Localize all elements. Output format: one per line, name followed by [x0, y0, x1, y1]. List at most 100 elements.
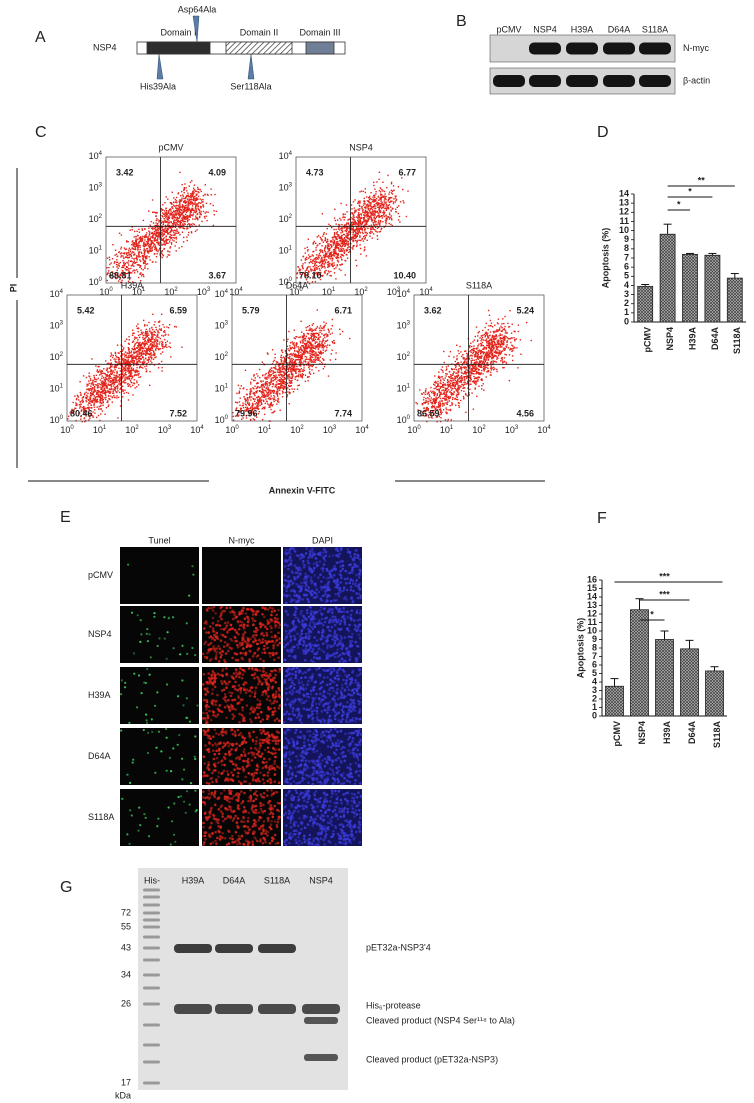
- dot: [83, 417, 86, 419]
- dot: [240, 385, 242, 387]
- dot: [328, 271, 330, 273]
- dot: [89, 400, 91, 402]
- dot: [348, 231, 350, 234]
- dot: [139, 333, 141, 336]
- dot: [101, 390, 104, 392]
- dot: [350, 204, 353, 206]
- dot: [360, 239, 362, 242]
- dot: [120, 234, 123, 236]
- dot: [127, 370, 129, 372]
- dot: [134, 247, 137, 249]
- dot: [132, 270, 134, 272]
- dot: [182, 207, 184, 209]
- dot: [345, 240, 347, 242]
- dot: [346, 237, 349, 240]
- dot: [133, 338, 136, 340]
- dot: [192, 208, 194, 211]
- dot: [117, 352, 119, 354]
- dot: [142, 257, 144, 259]
- tick-base: 10: [89, 246, 99, 256]
- dot: [107, 394, 110, 397]
- dot: [340, 253, 342, 256]
- dot: [253, 374, 255, 376]
- dot: [324, 350, 326, 352]
- dot: [154, 357, 156, 359]
- dot: [82, 396, 84, 399]
- dot: [143, 353, 145, 355]
- dot: [80, 418, 82, 420]
- dot: [364, 232, 366, 234]
- dot: [314, 269, 316, 272]
- dot: [331, 325, 333, 327]
- dot: [104, 413, 106, 415]
- dot: [334, 219, 336, 222]
- dot: [129, 229, 131, 231]
- dot: [395, 198, 398, 201]
- dot: [167, 228, 169, 231]
- dot: [136, 230, 138, 232]
- dot: [197, 218, 199, 220]
- dot: [380, 194, 382, 196]
- dot: [366, 223, 368, 226]
- dot: [117, 396, 120, 398]
- dot: [151, 246, 154, 248]
- dot: [305, 337, 307, 339]
- dot: [88, 372, 90, 374]
- dot: [376, 227, 379, 229]
- dot: [129, 251, 132, 253]
- dot: [378, 231, 380, 233]
- dot: [195, 198, 197, 200]
- dot: [89, 397, 92, 399]
- dot: [125, 360, 128, 362]
- dot: [291, 372, 293, 374]
- dot: [307, 266, 309, 268]
- dot: [131, 358, 133, 360]
- dot: [335, 352, 337, 354]
- dot: [123, 276, 125, 278]
- dot: [317, 351, 320, 353]
- dot: [295, 356, 297, 359]
- dot: [116, 372, 118, 375]
- dot: [356, 265, 358, 267]
- dot: [270, 398, 272, 400]
- dot: [392, 185, 395, 187]
- dot: [86, 396, 88, 398]
- dot: [111, 379, 113, 382]
- dot: [261, 392, 263, 394]
- dot: [114, 365, 116, 367]
- dot: [118, 352, 120, 354]
- dot: [334, 358, 337, 361]
- dot: [145, 368, 147, 370]
- dot: [179, 195, 182, 197]
- dot: [141, 229, 144, 231]
- dot: [114, 369, 116, 371]
- dot: [154, 245, 157, 247]
- tick-exponent: 0: [109, 287, 113, 293]
- dot: [205, 215, 208, 217]
- dot: [316, 326, 319, 328]
- dot: [167, 250, 169, 252]
- dot: [263, 395, 266, 398]
- dot: [310, 261, 312, 263]
- dot: [166, 220, 168, 222]
- dot: [260, 399, 262, 401]
- dot: [133, 364, 135, 367]
- dot: [106, 391, 108, 393]
- dot: [116, 259, 118, 261]
- dot: [256, 386, 259, 388]
- dot: [336, 243, 338, 245]
- axis-tick-label: 101: [89, 245, 103, 256]
- tick-base: 10: [158, 425, 168, 435]
- dot: [140, 357, 142, 360]
- dot: [314, 266, 316, 268]
- dot: [333, 234, 336, 236]
- dot: [320, 251, 322, 253]
- dot: [97, 393, 99, 396]
- dot: [257, 375, 259, 377]
- dot: [162, 254, 164, 256]
- dot: [142, 244, 145, 247]
- dot: [107, 375, 109, 377]
- dot: [310, 255, 312, 258]
- dot: [357, 217, 359, 219]
- dot: [373, 181, 375, 184]
